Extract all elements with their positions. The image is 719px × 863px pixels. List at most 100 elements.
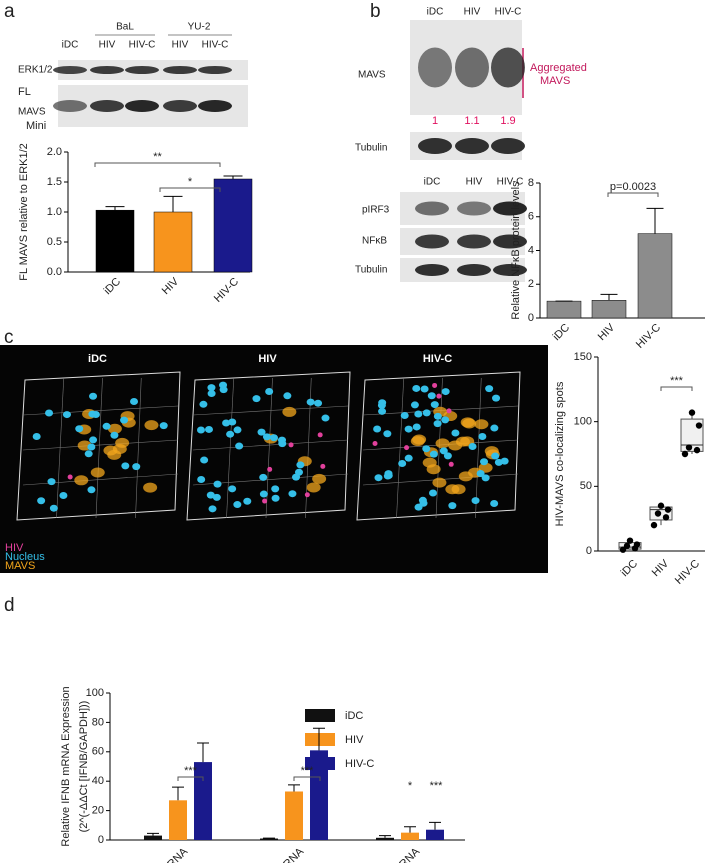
lane-label: HIV bbox=[172, 40, 189, 51]
row-label: Mini bbox=[26, 120, 46, 132]
image-grid bbox=[95, 377, 103, 519]
image-hiv bbox=[320, 463, 326, 469]
image-nucleus bbox=[398, 459, 407, 467]
error-bar bbox=[172, 786, 184, 801]
image-nucleus bbox=[476, 469, 485, 477]
image-nucleus bbox=[430, 401, 439, 409]
blot-band bbox=[198, 66, 232, 74]
image-nucleus bbox=[110, 431, 119, 439]
image-grid bbox=[56, 377, 65, 519]
panel-letter: d bbox=[4, 595, 15, 616]
data-point bbox=[688, 409, 696, 416]
data-point bbox=[685, 444, 693, 451]
image-nucleus bbox=[451, 429, 460, 437]
legend-label: HIV-C bbox=[345, 758, 374, 770]
image-nucleus bbox=[288, 490, 297, 498]
y-axis-label: Relative NFκB protein levels bbox=[510, 181, 522, 320]
image-nucleus bbox=[212, 493, 221, 501]
image-hiv bbox=[67, 474, 73, 480]
image-nucleus bbox=[84, 450, 93, 458]
image-hiv bbox=[288, 442, 294, 448]
image-nucleus bbox=[412, 423, 421, 431]
image-hiv bbox=[436, 393, 442, 399]
image-panel-title: HIV-C bbox=[423, 353, 452, 365]
image-nucleus bbox=[448, 502, 457, 510]
error-bar bbox=[646, 207, 664, 234]
image-nucleus bbox=[269, 434, 278, 442]
y-tick-label: 40 bbox=[92, 775, 104, 787]
x-tick-label: HIV-C bbox=[673, 558, 702, 587]
image-nucleus bbox=[378, 399, 387, 407]
image-nucleus bbox=[374, 474, 383, 482]
image-nucleus bbox=[37, 497, 46, 505]
error-bar bbox=[147, 832, 159, 836]
image-blob bbox=[282, 406, 297, 417]
image-nucleus bbox=[443, 452, 452, 460]
image-nucleus bbox=[441, 388, 450, 396]
image-grid bbox=[192, 439, 349, 451]
data-point bbox=[619, 546, 627, 553]
image-nucleus bbox=[196, 426, 205, 434]
image-nucleus bbox=[91, 411, 100, 419]
y-tick-label: 100 bbox=[86, 687, 104, 699]
image-nucleus bbox=[471, 497, 480, 505]
row-label: NFκB bbox=[362, 236, 387, 247]
image-hiv bbox=[448, 461, 454, 467]
image-nucleus bbox=[200, 456, 209, 464]
bar bbox=[591, 300, 627, 319]
strain-label: BaL bbox=[116, 22, 134, 33]
blot-band bbox=[491, 47, 525, 88]
blot-band bbox=[457, 264, 491, 276]
bracket-label: Aggregated bbox=[530, 62, 587, 74]
image-nucleus bbox=[492, 394, 501, 402]
image-nucleus bbox=[433, 420, 442, 428]
bar bbox=[260, 838, 278, 840]
significance-bracket bbox=[177, 776, 204, 781]
image-grid bbox=[475, 377, 482, 519]
y-tick-label: 1.0 bbox=[47, 206, 62, 218]
blot-band bbox=[418, 138, 452, 154]
image-grid bbox=[396, 377, 405, 519]
image-nucleus bbox=[259, 473, 268, 481]
image-nucleus bbox=[208, 505, 217, 513]
x-tick-label: iDC bbox=[551, 322, 572, 343]
image-nucleus bbox=[404, 454, 413, 462]
y-axis-label: Relative IFNB mRNA Expression bbox=[60, 686, 72, 846]
image-nucleus bbox=[412, 384, 421, 392]
x-tick-label: HIV bbox=[596, 321, 618, 343]
image-nucleus bbox=[414, 410, 423, 418]
image-nucleus bbox=[429, 450, 438, 458]
significance-label: *** bbox=[301, 765, 315, 777]
image-panel-title: HIV bbox=[258, 353, 277, 365]
x-tick-label: HIV bbox=[160, 275, 182, 297]
bar bbox=[213, 178, 253, 273]
image-nucleus bbox=[490, 424, 499, 432]
image-nucleus bbox=[197, 476, 206, 484]
image-hiv bbox=[304, 492, 310, 498]
image-nucleus bbox=[418, 496, 427, 504]
bar bbox=[194, 762, 212, 840]
bar bbox=[153, 211, 193, 273]
lane-label: HIV-C bbox=[495, 7, 522, 18]
row-label: FL bbox=[18, 86, 31, 98]
row-label: MAVS bbox=[18, 107, 46, 118]
blot-band bbox=[53, 66, 87, 74]
y-tick-label: 0 bbox=[98, 834, 104, 846]
image-nucleus bbox=[120, 416, 129, 424]
x-tick-label: Control siRNA bbox=[248, 845, 306, 863]
y-tick-label: 0 bbox=[528, 312, 534, 324]
image-nucleus bbox=[228, 485, 237, 493]
row-label: MAVS bbox=[358, 70, 386, 81]
image-nucleus bbox=[265, 388, 274, 396]
lane-label: HIV-C bbox=[202, 40, 229, 51]
significance-bracket bbox=[607, 192, 659, 197]
significance-label: * bbox=[188, 176, 193, 188]
data-point bbox=[657, 502, 665, 509]
panel-letter: b bbox=[370, 1, 381, 22]
image-legend-label: MAVS bbox=[5, 560, 35, 572]
image-grid bbox=[435, 377, 443, 519]
image-nucleus bbox=[441, 416, 450, 424]
image-nucleus bbox=[243, 497, 252, 505]
image-blob bbox=[306, 482, 321, 493]
